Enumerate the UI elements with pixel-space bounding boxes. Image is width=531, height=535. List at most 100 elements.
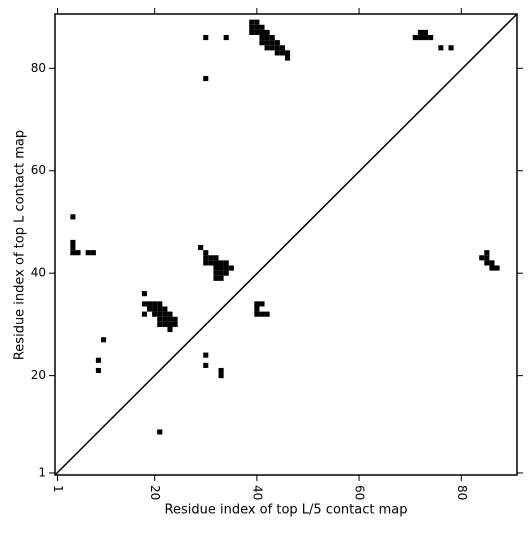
- contact-point: [448, 45, 454, 51]
- contact-point: [254, 301, 260, 307]
- contact-point: [254, 24, 260, 30]
- contact-point: [157, 306, 163, 312]
- y-tick-label: 1: [38, 465, 46, 479]
- contact-point: [208, 255, 214, 261]
- contact-point: [259, 311, 265, 317]
- contact-point: [218, 270, 224, 276]
- contact-point: [218, 275, 224, 281]
- contact-point: [157, 429, 163, 435]
- contact-point: [203, 75, 209, 82]
- contact-point: [146, 306, 153, 312]
- contact-point: [259, 35, 265, 41]
- contact-point: [228, 265, 234, 271]
- contact-point: [141, 301, 147, 307]
- contact-point: [484, 255, 490, 261]
- contact-point: [259, 24, 265, 30]
- contact-point: [264, 35, 270, 41]
- contact-point: [141, 311, 147, 317]
- contact-point: [284, 55, 291, 61]
- contact-point: [223, 270, 229, 276]
- contact-point: [203, 250, 209, 256]
- contact-point: [218, 367, 224, 374]
- contact-point: [422, 35, 429, 41]
- contact-point: [162, 316, 168, 322]
- contact-point: [489, 260, 495, 266]
- contact-point: [213, 255, 219, 261]
- contact-point: [203, 352, 209, 358]
- contact-point: [254, 29, 260, 36]
- contact-point: [484, 250, 490, 256]
- y-tick-label: 20: [31, 368, 46, 382]
- contact-point: [223, 35, 229, 41]
- contact-point: [208, 260, 214, 266]
- contact-point: [85, 250, 91, 256]
- contact-point: [479, 255, 485, 261]
- contact-point: [70, 245, 76, 251]
- contact-point: [162, 306, 168, 312]
- plot-frame: [54, 13, 518, 476]
- contact-point: [269, 45, 275, 51]
- contact-point: [203, 362, 209, 368]
- contact-point: [75, 250, 81, 256]
- contact-point: [95, 357, 101, 363]
- contact-point: [264, 29, 270, 36]
- contact-point: [269, 35, 275, 41]
- contact-point: [162, 321, 168, 327]
- contact-point: [213, 270, 219, 276]
- contact-point: [100, 337, 107, 343]
- contact-point: [259, 40, 265, 46]
- contact-point: [254, 19, 260, 25]
- contact-point: [203, 255, 209, 261]
- contact-point: [489, 265, 495, 271]
- x-axis-label: Residue index of top L/5 contact map: [165, 503, 408, 518]
- contact-point: [223, 260, 229, 266]
- contact-point: [249, 24, 255, 30]
- contact-point: [70, 214, 76, 220]
- contact-point: [218, 260, 224, 266]
- contact-point: [249, 29, 255, 36]
- contact-point: [218, 373, 224, 379]
- x-tick-label: 1: [51, 485, 65, 493]
- contact-point: [167, 311, 173, 317]
- y-tick-label: 40: [31, 266, 46, 280]
- contact-point: [157, 301, 163, 307]
- contact-point: [254, 311, 260, 317]
- contact-point: [417, 29, 423, 36]
- contact-point: [494, 265, 500, 271]
- contact-point: [438, 45, 444, 51]
- contact-point: [167, 321, 173, 327]
- contact-point: [264, 311, 270, 317]
- contact-point: [203, 35, 209, 41]
- x-tick-label: 80: [455, 485, 469, 500]
- contact-point: [157, 311, 163, 317]
- contact-point: [279, 45, 285, 51]
- contact-point: [412, 35, 418, 41]
- contact-point: [417, 35, 423, 41]
- contact-point: [259, 301, 265, 307]
- contact-point: [70, 250, 76, 256]
- contact-point: [484, 260, 490, 266]
- y-tick-label: 60: [31, 163, 46, 177]
- contact-point: [157, 316, 163, 322]
- contact-point: [95, 367, 101, 374]
- contact-point: [264, 40, 270, 46]
- contact-point: [172, 321, 178, 327]
- diagonal-line: [54, 13, 518, 476]
- contact-point: [167, 316, 173, 322]
- contact-point: [279, 50, 285, 56]
- contact-point: [218, 265, 224, 271]
- contact-point: [213, 275, 219, 281]
- x-tick-label: 20: [148, 485, 162, 500]
- contact-point: [152, 301, 158, 307]
- contact-point: [223, 265, 229, 271]
- contact-point: [162, 311, 168, 317]
- contact-point: [284, 50, 291, 56]
- contact-point: [146, 301, 153, 307]
- contact-point: [422, 29, 429, 36]
- contact-point: [172, 316, 178, 322]
- contact-point: [90, 250, 96, 256]
- y-axis-label: Residue index of top L contact map: [13, 130, 28, 360]
- contact-point: [274, 50, 280, 56]
- contact-point: [141, 291, 147, 297]
